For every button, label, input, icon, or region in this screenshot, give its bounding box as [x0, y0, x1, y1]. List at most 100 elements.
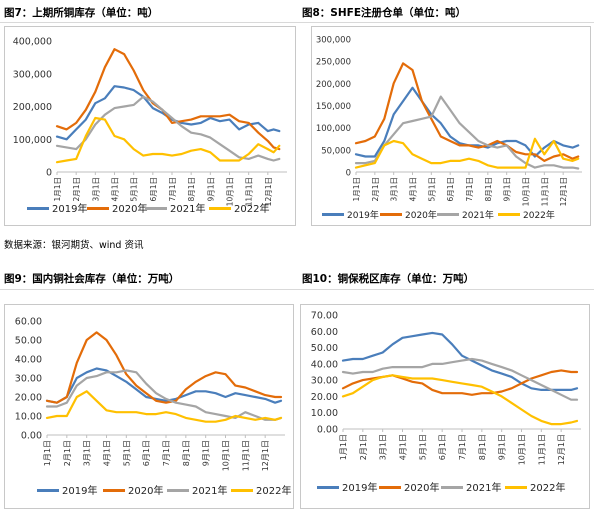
x-tick-label: 11月1日 — [540, 177, 549, 206]
bottom-divider — [0, 289, 594, 290]
series-line-2019年 — [45, 367, 283, 404]
x-tick-label: 2月1日 — [359, 434, 368, 460]
figure-9-panel: 0.00 10.00 20.00 30.00 40.00 50.00 60.00 1月1日 2月… — [4, 304, 294, 509]
x-tick-label: 1月1日 — [53, 177, 62, 202]
x-tick-label: 8月1日 — [182, 440, 191, 466]
legend-label: 2021年 — [466, 481, 501, 494]
x-tick-label: 10月1日 — [522, 177, 531, 206]
series-line-2021年 — [45, 369, 283, 421]
legend-label: 2022年 — [530, 481, 565, 494]
figure-9-title: 图9：国内铜社会库存（单位：万吨） — [4, 273, 180, 285]
y-tick-label: 10.00 — [15, 412, 42, 423]
series-line-2020年 — [55, 48, 281, 151]
y-tick-label: 60.00 — [311, 327, 338, 338]
x-tick-label: 5月1日 — [427, 177, 436, 202]
figure-10-panel: 0.00 10.00 20.00 30.00 40.00 50.00 60.00 70.00 1… — [300, 304, 590, 509]
x-tick-label: 12月1日 — [559, 177, 568, 206]
series-line-2020年 — [45, 331, 283, 404]
series-line-2021年 — [354, 95, 580, 170]
x-tick-label: 9月1日 — [503, 177, 512, 202]
y-tick-label: 0.00 — [21, 431, 42, 442]
x-tick-label: 7月1日 — [162, 440, 171, 466]
x-tick-label: 6月1日 — [438, 434, 447, 460]
x-tick-label: 2月1日 — [72, 177, 81, 202]
x-tick-label: 2月1日 — [371, 177, 380, 202]
y-tick-label: 200,000 — [13, 102, 52, 113]
legend-label: 2021年 — [462, 209, 494, 221]
legend-label: 2019年 — [52, 202, 87, 215]
x-tick-label: 9月1日 — [498, 434, 507, 460]
series-line-2022年 — [45, 390, 283, 423]
x-tick-label: 8月1日 — [478, 434, 487, 460]
legend-label: 2021年 — [192, 484, 227, 497]
x-tick-label: 12月1日 — [264, 177, 273, 206]
y-tick-label: 200,000 — [316, 80, 351, 90]
x-tick-label: 12月1日 — [261, 440, 270, 471]
x-tick-label: 9月1日 — [206, 177, 215, 202]
y-tick-label: 40.00 — [15, 355, 42, 366]
x-tick-label: 11月1日 — [241, 440, 250, 471]
legend-label: 2022年 — [523, 209, 555, 221]
legend-label: 2020年 — [405, 209, 437, 221]
figure-10-chart: 0.00 10.00 20.00 30.00 40.00 50.00 60.00 70.00 1… — [311, 311, 581, 494]
top-divider — [0, 22, 594, 23]
y-tick-label: 100,000 — [316, 124, 351, 134]
figure-7-title: 图7：上期所铜库存（单位：吨） — [4, 7, 159, 19]
x-tick-label: 5月1日 — [130, 177, 139, 202]
y-tick-label: 0 — [46, 168, 52, 179]
y-tick-label: 50.00 — [311, 343, 338, 354]
x-tick-label: 5月1日 — [418, 434, 427, 460]
series-line-2021年 — [55, 95, 281, 162]
x-tick-label: 4月1日 — [111, 177, 120, 202]
series-line-2019年 — [341, 331, 579, 392]
x-tick-label: 3月1日 — [390, 177, 399, 202]
x-tick-label: 3月1日 — [91, 177, 100, 202]
y-tick-label: 20.00 — [15, 393, 42, 404]
y-tick-label: 10.00 — [311, 408, 338, 419]
y-tick-label: 150,000 — [316, 102, 351, 112]
series-line-2022年 — [341, 374, 579, 426]
figure-10-title: 图10：铜保税区库存（单位：万吨） — [302, 273, 475, 285]
legend-label: 2022年 — [256, 484, 291, 497]
series-line-2020年 — [354, 62, 580, 162]
figure-8-chart: 0 50,000 100,000 150,000 200,000 250,000 300,0… — [316, 36, 582, 221]
y-tick-label: 300,000 — [13, 69, 52, 80]
y-tick-label: 20.00 — [311, 392, 338, 403]
x-tick-label: 4月1日 — [409, 177, 418, 202]
x-tick-label: 1月1日 — [352, 177, 361, 202]
legend-label: 2020年 — [112, 202, 147, 215]
series-line-2021年 — [341, 357, 579, 401]
x-tick-label: 6月1日 — [142, 440, 151, 466]
series-line-2022年 — [354, 137, 580, 169]
x-tick-label: 7月1日 — [458, 434, 467, 460]
y-tick-label: 400,000 — [13, 37, 52, 48]
legend-label: 2019年 — [342, 481, 377, 494]
x-tick-label: 12月1日 — [557, 434, 566, 465]
legend-label: 2020年 — [128, 484, 163, 497]
series-line-2022年 — [55, 116, 281, 164]
x-tick-label: 4月1日 — [399, 434, 408, 460]
legend-label: 2019年 — [62, 484, 97, 497]
legend-label: 2022年 — [234, 202, 269, 215]
figure-7-panel: 0 100,000 200,000 300,000 400,000 1月1日 2月1日 3月1… — [4, 26, 296, 226]
x-tick-label: 11月1日 — [245, 177, 254, 206]
x-tick-label: 1月1日 — [43, 440, 52, 466]
y-tick-label: 40.00 — [311, 359, 338, 370]
x-tick-label: 10月1日 — [518, 434, 527, 465]
x-tick-label: 3月1日 — [83, 440, 92, 466]
y-tick-label: 30.00 — [15, 374, 42, 385]
x-tick-label: 7月1日 — [168, 177, 177, 202]
x-tick-label: 6月1日 — [446, 177, 455, 202]
x-tick-label: 6月1日 — [149, 177, 158, 202]
legend-label: 2019年 — [347, 209, 379, 221]
x-tick-label: 1月1日 — [339, 434, 348, 460]
y-tick-label: 30.00 — [311, 376, 338, 387]
y-tick-label: 0 — [346, 169, 351, 179]
x-tick-label: 5月1日 — [122, 440, 131, 466]
figure-8-panel: 0 50,000 100,000 150,000 200,000 250,000 300,0… — [311, 26, 591, 226]
y-tick-label: 0.00 — [317, 425, 338, 436]
x-tick-label: 10月1日 — [226, 177, 235, 206]
legend-label: 2021年 — [170, 202, 205, 215]
x-tick-label: 9月1日 — [202, 440, 211, 466]
y-tick-label: 100,000 — [13, 135, 52, 146]
